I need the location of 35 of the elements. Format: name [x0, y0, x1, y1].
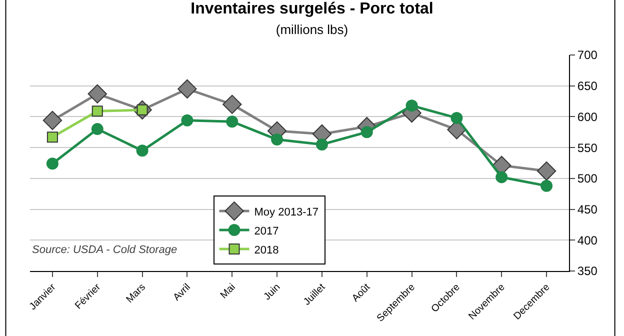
y-tick-label: 700: [577, 48, 598, 62]
chart-subtitle: (millions lbs): [276, 22, 348, 38]
chart-title: Inventaires surgelés - Porc total: [190, 0, 434, 18]
point: [136, 144, 148, 157]
x-tick-label: Mai: [218, 282, 238, 302]
y-tick-label: 650: [577, 79, 598, 94]
point: [316, 138, 328, 150]
point: [222, 94, 242, 114]
y-tick-label: 550: [577, 140, 598, 155]
y-tick-label: 350: [577, 264, 598, 278]
point: [406, 100, 418, 112]
legend-label: Moy 2013-17: [254, 206, 318, 218]
point: [226, 116, 238, 128]
point: [91, 123, 104, 136]
point: [540, 180, 553, 192]
y-tick-label: 450: [577, 202, 598, 216]
y-tick-label: 600: [577, 110, 598, 124]
point: [88, 84, 107, 104]
y-tick-label: 500: [577, 172, 598, 186]
point: [450, 112, 463, 124]
point: [496, 171, 508, 184]
annotation: Source: USDA - Cold Storage: [32, 244, 178, 256]
y-tick-label: 400: [577, 233, 598, 248]
legend-label: 2018: [254, 244, 279, 256]
point: [46, 158, 58, 170]
point: [42, 110, 62, 130]
x-tick-label: Juin: [262, 282, 283, 303]
point: [360, 126, 373, 138]
point: [178, 79, 197, 99]
point: [92, 106, 103, 117]
legend-label: 2017: [254, 225, 279, 238]
point: [536, 161, 556, 181]
point: [271, 134, 284, 146]
point: [181, 114, 194, 126]
point: [46, 132, 58, 143]
